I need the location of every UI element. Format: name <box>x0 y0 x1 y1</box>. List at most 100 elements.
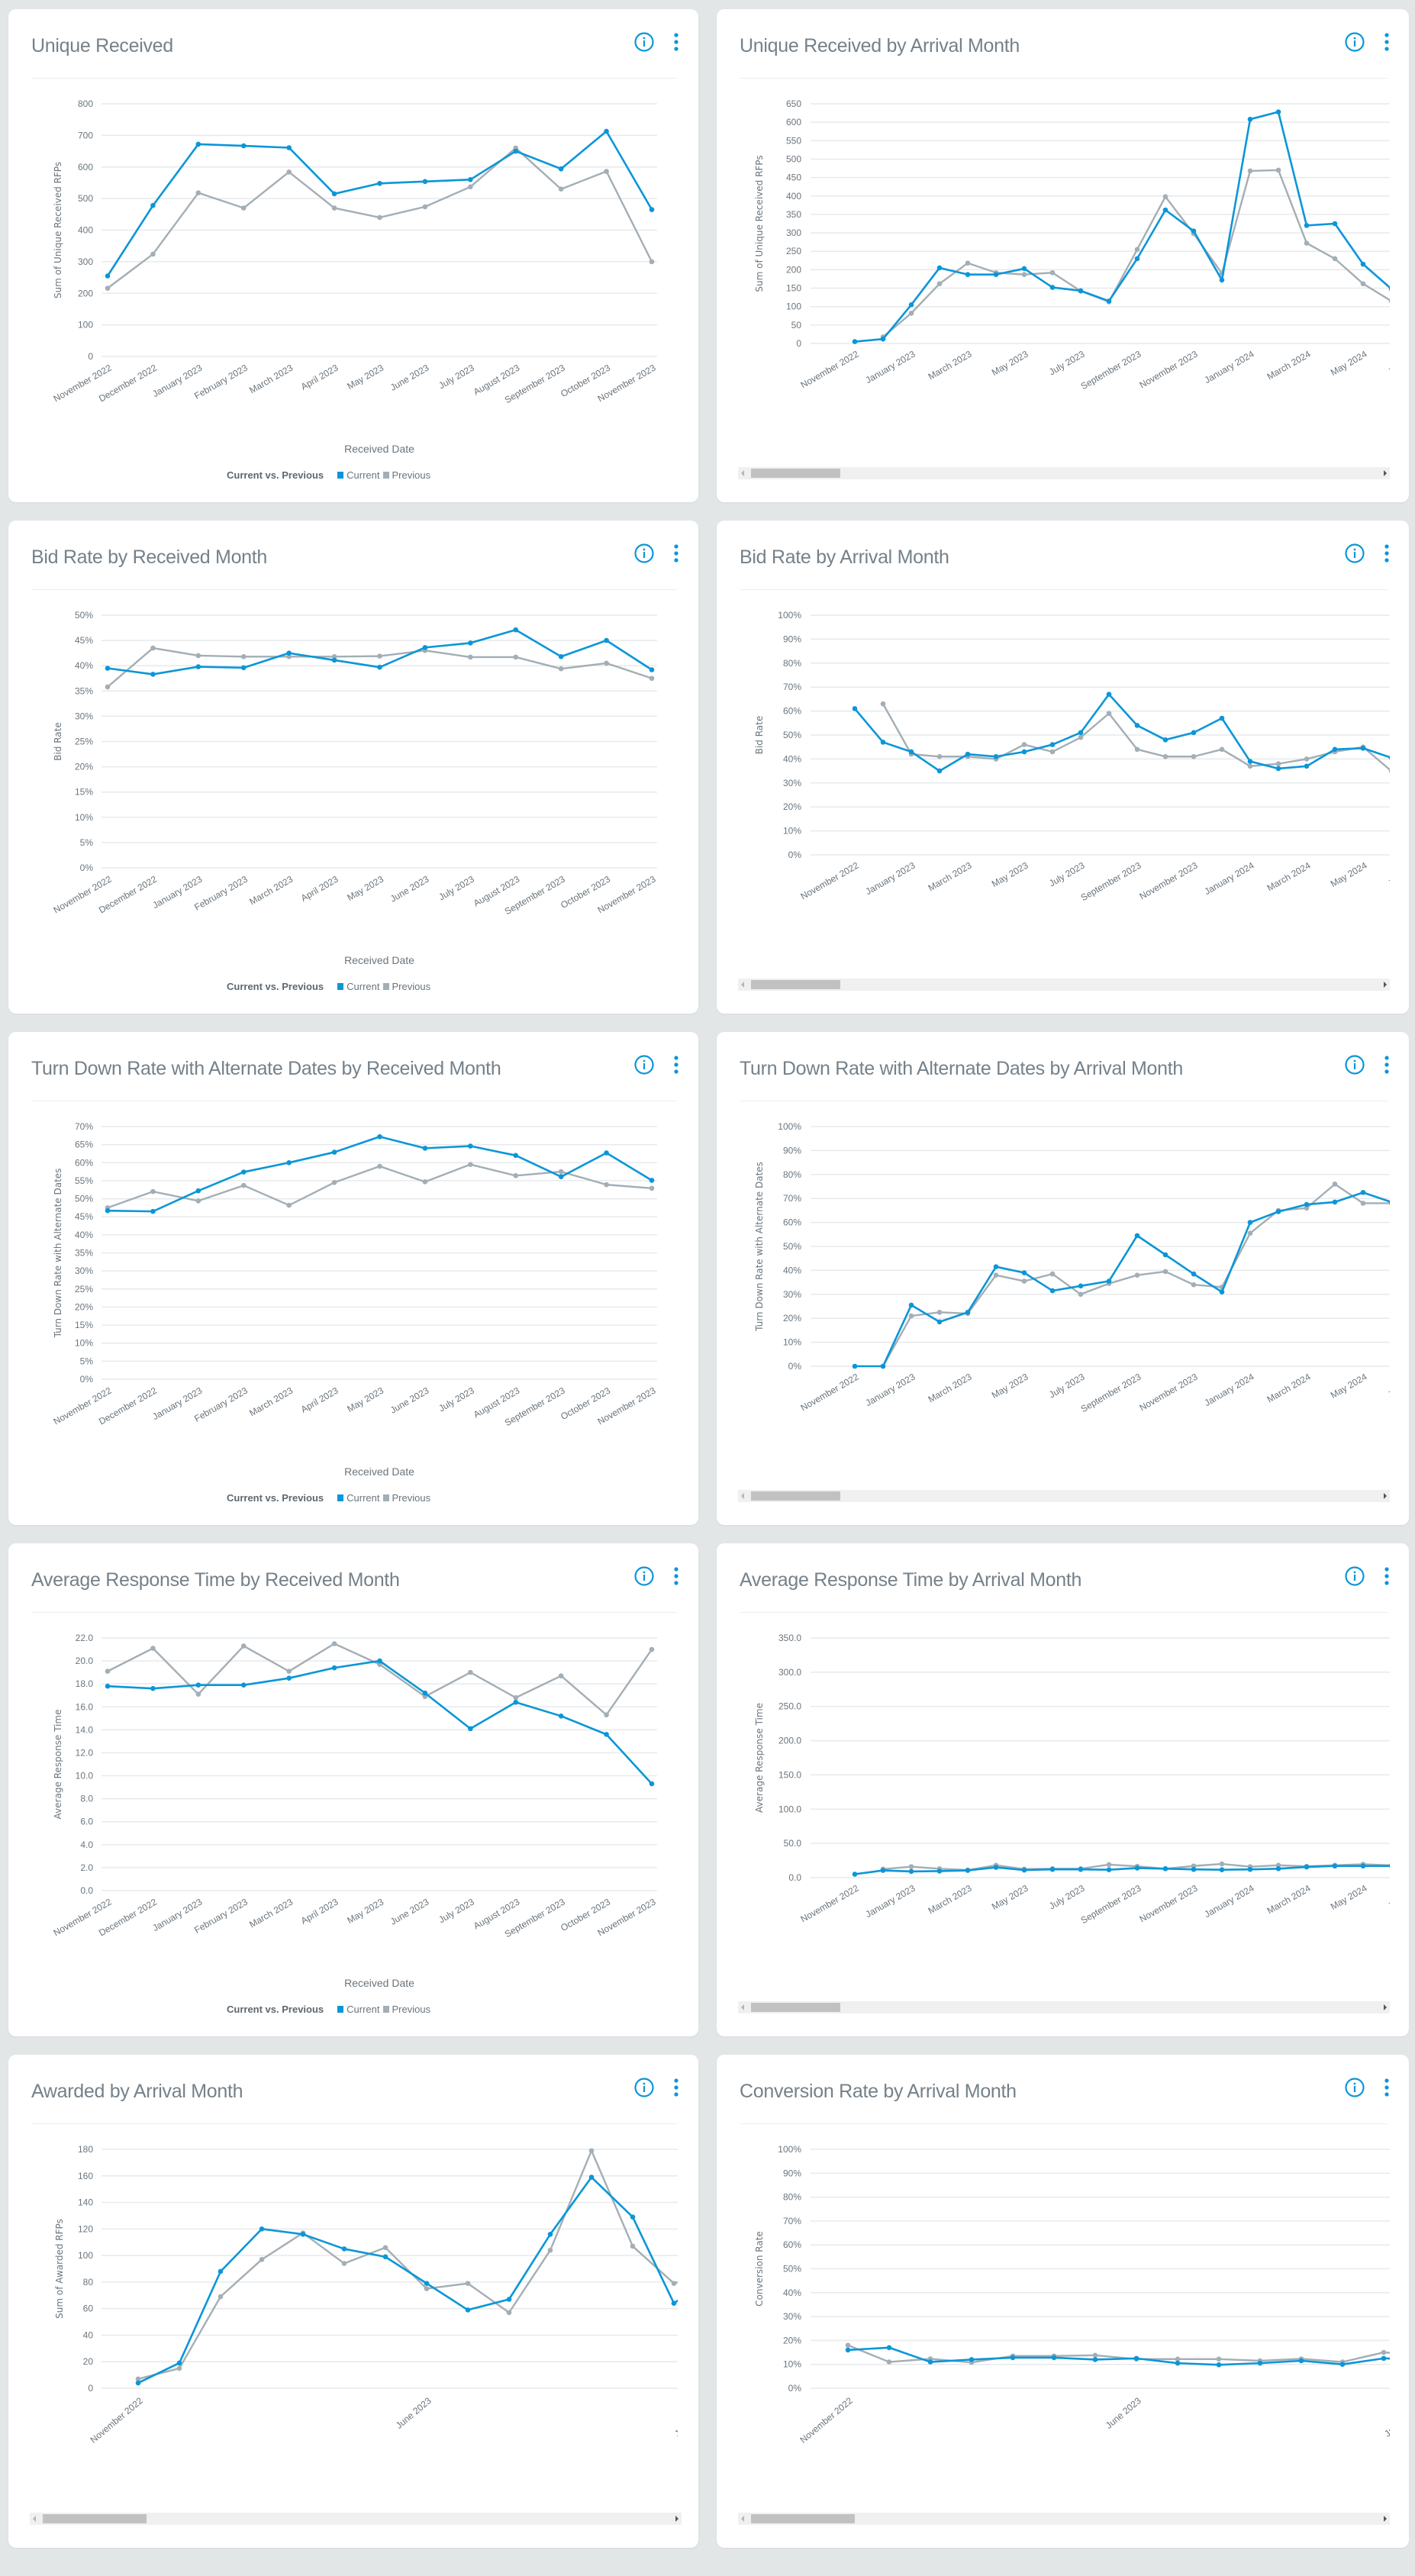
info-icon[interactable] <box>634 1055 654 1075</box>
data-point[interactable] <box>880 701 886 707</box>
data-point[interactable] <box>240 143 247 149</box>
data-point[interactable] <box>1219 1861 1225 1867</box>
data-point[interactable] <box>377 1163 382 1169</box>
data-point[interactable] <box>1388 286 1394 292</box>
data-point[interactable] <box>105 684 111 690</box>
data-point[interactable] <box>1134 1272 1140 1278</box>
data-point[interactable] <box>286 653 292 659</box>
data-point[interactable] <box>1078 1291 1084 1298</box>
data-point[interactable] <box>927 2359 933 2365</box>
data-point[interactable] <box>259 2257 265 2262</box>
more-options-icon[interactable] <box>1383 32 1391 53</box>
data-point[interactable] <box>908 1868 914 1875</box>
data-point[interactable] <box>240 1643 247 1649</box>
data-point[interactable] <box>1021 272 1027 277</box>
scroll-left-arrow-icon[interactable] <box>741 2516 744 2522</box>
data-point[interactable] <box>1388 769 1394 774</box>
data-point[interactable] <box>195 190 201 195</box>
data-point[interactable] <box>105 1207 111 1214</box>
data-point[interactable] <box>331 653 337 659</box>
data-point[interactable] <box>1247 1866 1253 1872</box>
data-point[interactable] <box>513 1173 519 1178</box>
data-point[interactable] <box>513 1694 519 1701</box>
data-point[interactable] <box>852 339 858 344</box>
data-point[interactable] <box>993 753 999 759</box>
data-point[interactable] <box>908 1313 914 1319</box>
data-point[interactable] <box>286 145 292 150</box>
data-point[interactable] <box>558 1174 564 1180</box>
data-point[interactable] <box>1021 749 1027 755</box>
data-point[interactable] <box>1162 1269 1168 1275</box>
data-point[interactable] <box>422 645 428 650</box>
data-point[interactable] <box>1304 1201 1310 1207</box>
data-point[interactable] <box>1162 1866 1168 1872</box>
data-point[interactable] <box>422 1146 428 1151</box>
data-point[interactable] <box>886 2359 892 2365</box>
data-point[interactable] <box>649 1781 655 1787</box>
data-point[interactable] <box>1388 1200 1394 1205</box>
data-point[interactable] <box>588 2148 595 2154</box>
data-point[interactable] <box>286 1675 292 1681</box>
horizontal-scrollbar[interactable] <box>738 2513 1390 2525</box>
data-point[interactable] <box>965 260 971 266</box>
data-point[interactable] <box>1134 746 1140 753</box>
data-point[interactable] <box>1162 1252 1168 1258</box>
data-point[interactable] <box>908 1302 914 1308</box>
data-point[interactable] <box>468 177 473 182</box>
more-options-icon[interactable] <box>1383 1566 1391 1588</box>
data-point[interactable] <box>195 1198 201 1204</box>
data-point[interactable] <box>331 657 337 663</box>
data-point[interactable] <box>852 706 858 711</box>
data-point[interactable] <box>1216 2356 1222 2362</box>
data-point[interactable] <box>1078 1283 1084 1289</box>
data-point[interactable] <box>604 169 609 174</box>
data-point[interactable] <box>1078 734 1084 740</box>
info-icon[interactable] <box>634 32 654 52</box>
data-point[interactable] <box>1049 1866 1056 1872</box>
data-point[interactable] <box>558 666 564 672</box>
data-point[interactable] <box>1078 288 1084 294</box>
legend-item-previous[interactable]: Previous <box>392 981 431 992</box>
data-point[interactable] <box>1388 1863 1394 1868</box>
data-point[interactable] <box>649 259 655 265</box>
data-point[interactable] <box>1275 1209 1281 1214</box>
data-point[interactable] <box>468 1669 473 1675</box>
data-point[interactable] <box>331 205 337 211</box>
data-point[interactable] <box>1162 194 1168 200</box>
data-point[interactable] <box>880 740 886 745</box>
data-point[interactable] <box>513 654 519 660</box>
data-point[interactable] <box>286 650 292 656</box>
data-point[interactable] <box>671 2300 677 2307</box>
data-point[interactable] <box>105 666 111 671</box>
scroll-right-arrow-icon[interactable] <box>1384 2004 1387 2010</box>
data-point[interactable] <box>1275 1866 1281 1872</box>
scrollbar-thumb[interactable] <box>751 469 840 478</box>
data-point[interactable] <box>1078 1866 1084 1872</box>
data-point[interactable] <box>1106 298 1112 304</box>
data-point[interactable] <box>240 1169 247 1175</box>
data-point[interactable] <box>195 1691 201 1697</box>
data-point[interactable] <box>1021 1278 1027 1284</box>
legend-item-previous[interactable]: Previous <box>392 1492 431 1504</box>
data-point[interactable] <box>422 1179 428 1185</box>
data-point[interactable] <box>1388 756 1394 761</box>
data-point[interactable] <box>331 1149 337 1155</box>
data-point[interactable] <box>880 1363 886 1369</box>
scroll-left-arrow-icon[interactable] <box>741 470 744 476</box>
info-icon[interactable] <box>1345 32 1365 52</box>
data-point[interactable] <box>240 653 247 659</box>
data-point[interactable] <box>1175 2356 1181 2362</box>
data-point[interactable] <box>908 311 914 316</box>
scroll-left-arrow-icon[interactable] <box>741 1493 744 1499</box>
data-point[interactable] <box>150 1685 156 1691</box>
data-point[interactable] <box>604 1732 609 1737</box>
data-point[interactable] <box>588 2175 595 2180</box>
legend-item-current[interactable]: Current <box>346 1492 380 1504</box>
more-options-icon[interactable] <box>1383 2078 1391 2099</box>
data-point[interactable] <box>880 336 886 342</box>
data-point[interactable] <box>1219 1289 1225 1294</box>
data-point[interactable] <box>1106 1867 1112 1872</box>
data-point[interactable] <box>331 191 337 197</box>
horizontal-scrollbar[interactable] <box>738 1490 1390 1502</box>
data-point[interactable] <box>513 1699 519 1705</box>
